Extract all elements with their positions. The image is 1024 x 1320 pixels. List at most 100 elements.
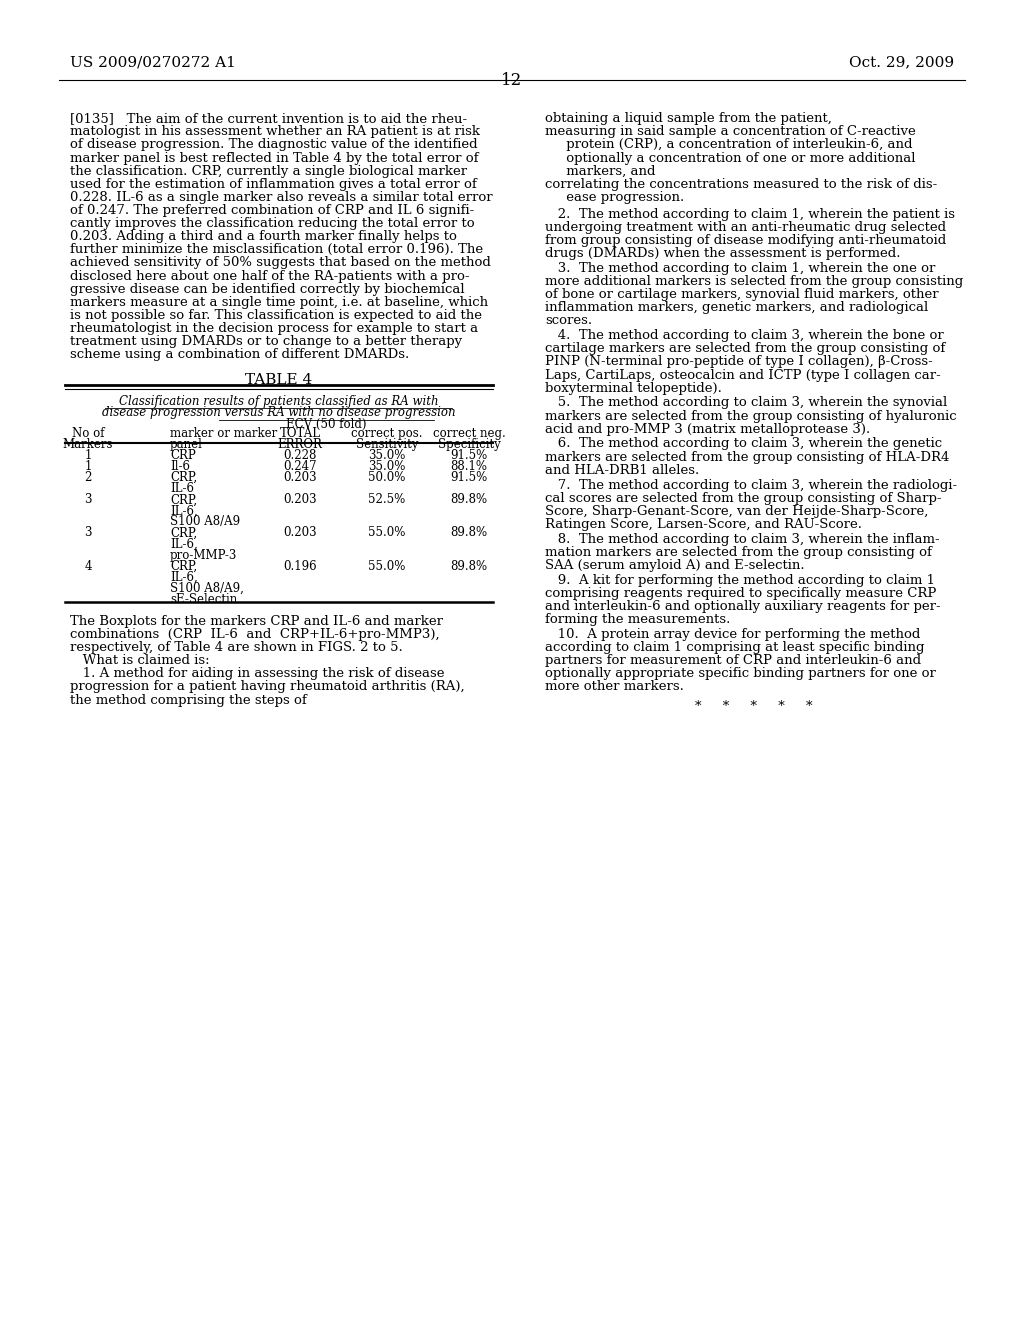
Text: Il-6: Il-6 xyxy=(170,461,190,473)
Text: 6.  The method according to claim 3, wherein the genetic: 6. The method according to claim 3, wher… xyxy=(545,437,942,450)
Text: IL-6,: IL-6, xyxy=(170,504,198,517)
Text: optionally a concentration of one or more additional: optionally a concentration of one or mor… xyxy=(545,152,915,165)
Text: 89.8%: 89.8% xyxy=(451,494,487,507)
Text: gressive disease can be identified correctly by biochemical: gressive disease can be identified corre… xyxy=(70,282,464,296)
Text: and HLA-DRB1 alleles.: and HLA-DRB1 alleles. xyxy=(545,463,699,477)
Text: No of: No of xyxy=(72,428,104,441)
Text: 0.247: 0.247 xyxy=(284,461,316,473)
Text: 2.  The method according to claim 1, wherein the patient is: 2. The method according to claim 1, wher… xyxy=(545,207,954,220)
Text: of bone or cartilage markers, synovial fluid markers, other: of bone or cartilage markers, synovial f… xyxy=(545,288,938,301)
Text: markers are selected from the group consisting of hyaluronic: markers are selected from the group cons… xyxy=(545,409,956,422)
Text: TABLE 4: TABLE 4 xyxy=(245,372,312,387)
Text: 0.203. Adding a third and a fourth marker finally helps to: 0.203. Adding a third and a fourth marke… xyxy=(70,230,457,243)
Text: treatment using DMARDs or to change to a better therapy: treatment using DMARDs or to change to a… xyxy=(70,335,462,348)
Text: 89.8%: 89.8% xyxy=(451,527,487,540)
Text: US 2009/0270272 A1: US 2009/0270272 A1 xyxy=(70,55,236,70)
Text: 1: 1 xyxy=(84,449,92,462)
Text: marker panel is best reflected in Table 4 by the total error of: marker panel is best reflected in Table … xyxy=(70,152,478,165)
Text: 88.1%: 88.1% xyxy=(451,461,487,473)
Text: CRP,: CRP, xyxy=(170,527,197,540)
Text: Score, Sharp-Genant-Score, van der Heijde-Sharp-Score,: Score, Sharp-Genant-Score, van der Heijd… xyxy=(545,504,928,517)
Text: 89.8%: 89.8% xyxy=(451,560,487,573)
Text: 2: 2 xyxy=(84,471,92,484)
Text: [0135]   The aim of the current invention is to aid the rheu-: [0135] The aim of the current invention … xyxy=(70,112,467,125)
Text: acid and pro-MMP 3 (matrix metalloprotease 3).: acid and pro-MMP 3 (matrix metalloprotea… xyxy=(545,422,870,436)
Text: disease progression versus RA with no disease progression: disease progression versus RA with no di… xyxy=(101,405,456,418)
Text: further minimize the misclassification (total error 0.196). The: further minimize the misclassification (… xyxy=(70,243,482,256)
Text: 0.203: 0.203 xyxy=(284,527,316,540)
Text: CRP,: CRP, xyxy=(170,471,197,484)
Text: Markers: Markers xyxy=(62,438,114,451)
Text: measuring in said sample a concentration of C-reactive: measuring in said sample a concentration… xyxy=(545,125,915,139)
Text: Oct. 29, 2009: Oct. 29, 2009 xyxy=(849,55,954,70)
Text: 5.  The method according to claim 3, wherein the synovial: 5. The method according to claim 3, wher… xyxy=(545,396,947,409)
Text: inflammation markers, genetic markers, and radiological: inflammation markers, genetic markers, a… xyxy=(545,301,928,314)
Text: is not possible so far. This classification is expected to aid the: is not possible so far. This classificat… xyxy=(70,309,481,322)
Text: correlating the concentrations measured to the risk of dis-: correlating the concentrations measured … xyxy=(545,178,937,191)
Text: 35.0%: 35.0% xyxy=(369,461,406,473)
Text: more other markers.: more other markers. xyxy=(545,680,684,693)
Text: more additional markers is selected from the group consisting: more additional markers is selected from… xyxy=(545,275,963,288)
Text: 4: 4 xyxy=(84,560,92,573)
Text: mation markers are selected from the group consisting of: mation markers are selected from the gro… xyxy=(545,545,932,558)
Text: CRP,: CRP, xyxy=(170,494,197,507)
Text: 52.5%: 52.5% xyxy=(369,494,406,507)
Text: 3.  The method according to claim 1, wherein the one or: 3. The method according to claim 1, wher… xyxy=(545,261,935,275)
Text: marker or marker: marker or marker xyxy=(170,428,278,441)
Text: Specificity: Specificity xyxy=(437,438,501,451)
Text: CRP: CRP xyxy=(170,449,196,462)
Text: markers are selected from the group consisting of HLA-DR4: markers are selected from the group cons… xyxy=(545,450,949,463)
Text: Sensitivity: Sensitivity xyxy=(356,438,418,451)
Text: 50.0%: 50.0% xyxy=(369,471,406,484)
Text: rheumatologist in the decision process for example to start a: rheumatologist in the decision process f… xyxy=(70,322,478,335)
Text: ERROR: ERROR xyxy=(278,438,323,451)
Text: 3: 3 xyxy=(84,527,92,540)
Text: comprising reagents required to specifically measure CRP: comprising reagents required to specific… xyxy=(545,587,936,599)
Text: of 0.247. The preferred combination of CRP and IL 6 signifi-: of 0.247. The preferred combination of C… xyxy=(70,205,474,216)
Text: 0.203: 0.203 xyxy=(284,471,316,484)
Text: correct neg.: correct neg. xyxy=(432,428,506,441)
Text: 12: 12 xyxy=(502,71,522,88)
Text: panel: panel xyxy=(170,438,203,451)
Text: 0.228. IL-6 as a single marker also reveals a similar total error: 0.228. IL-6 as a single marker also reve… xyxy=(70,191,493,203)
Text: drugs (DMARDs) when the assessment is performed.: drugs (DMARDs) when the assessment is pe… xyxy=(545,247,900,260)
Text: from group consisting of disease modifying anti-rheumatoid: from group consisting of disease modifyi… xyxy=(545,234,946,247)
Text: 1: 1 xyxy=(84,461,92,473)
Text: IL-6,: IL-6, xyxy=(170,570,198,583)
Text: scheme using a combination of different DMARDs.: scheme using a combination of different … xyxy=(70,348,409,362)
Text: obtaining a liquid sample from the patient,: obtaining a liquid sample from the patie… xyxy=(545,112,831,125)
Text: 0.203: 0.203 xyxy=(284,494,316,507)
Text: Classification results of patients classified as RA with: Classification results of patients class… xyxy=(119,395,438,408)
Text: PINP (N-terminal pro-peptide of type I collagen), β-Cross-: PINP (N-terminal pro-peptide of type I c… xyxy=(545,355,933,368)
Text: 91.5%: 91.5% xyxy=(451,449,487,462)
Text: ECV (50 fold): ECV (50 fold) xyxy=(287,417,367,430)
Text: 55.0%: 55.0% xyxy=(369,560,406,573)
Text: the method comprising the steps of: the method comprising the steps of xyxy=(70,693,306,706)
Text: disclosed here about one half of the RA-patients with a pro-: disclosed here about one half of the RA-… xyxy=(70,269,469,282)
Text: of disease progression. The diagnostic value of the identified: of disease progression. The diagnostic v… xyxy=(70,139,477,152)
Text: respectively, of Table 4 are shown in FIGS. 2 to 5.: respectively, of Table 4 are shown in FI… xyxy=(70,642,402,655)
Text: and interleukin-6 and optionally auxiliary reagents for per-: and interleukin-6 and optionally auxilia… xyxy=(545,599,940,612)
Text: 3: 3 xyxy=(84,494,92,507)
Text: markers measure at a single time point, i.e. at baseline, which: markers measure at a single time point, … xyxy=(70,296,487,309)
Text: 1. A method for aiding in assessing the risk of disease: 1. A method for aiding in assessing the … xyxy=(70,668,444,680)
Text: CRP,: CRP, xyxy=(170,560,197,573)
Text: 10.  A protein array device for performing the method: 10. A protein array device for performin… xyxy=(545,628,921,642)
Text: scores.: scores. xyxy=(545,314,592,327)
Text: *     *     *     *     *: * * * * * xyxy=(695,700,812,713)
Text: 91.5%: 91.5% xyxy=(451,471,487,484)
Text: ease progression.: ease progression. xyxy=(545,191,684,203)
Text: S100 A8/A9,: S100 A8/A9, xyxy=(170,582,244,595)
Text: 7.  The method according to claim 3, wherein the radiologi-: 7. The method according to claim 3, wher… xyxy=(545,479,956,491)
Text: the classification. CRP, currently a single biological marker: the classification. CRP, currently a sin… xyxy=(70,165,467,178)
Text: undergoing treatment with an anti-rheumatic drug selected: undergoing treatment with an anti-rheuma… xyxy=(545,220,946,234)
Text: combinations  (CRP  IL-6  and  CRP+IL-6+pro-MMP3),: combinations (CRP IL-6 and CRP+IL-6+pro-… xyxy=(70,628,439,642)
Text: 8.  The method according to claim 3, wherein the inflam-: 8. The method according to claim 3, wher… xyxy=(545,533,939,545)
Text: achieved sensitivity of 50% suggests that based on the method: achieved sensitivity of 50% suggests tha… xyxy=(70,256,490,269)
Text: forming the measurements.: forming the measurements. xyxy=(545,612,730,626)
Text: according to claim 1 comprising at least specific binding: according to claim 1 comprising at least… xyxy=(545,642,925,653)
Text: sE-Selectin: sE-Selectin xyxy=(170,593,238,606)
Text: cantly improves the classification reducing the total error to: cantly improves the classification reduc… xyxy=(70,216,474,230)
Text: cartilage markers are selected from the group consisting of: cartilage markers are selected from the … xyxy=(545,342,945,355)
Text: cal scores are selected from the group consisting of Sharp-: cal scores are selected from the group c… xyxy=(545,491,941,504)
